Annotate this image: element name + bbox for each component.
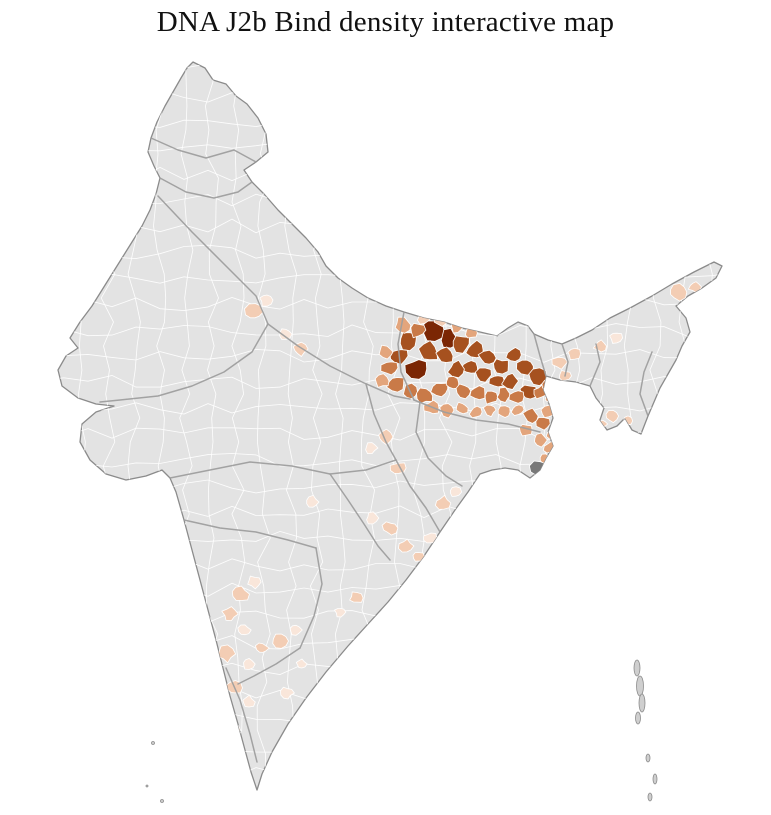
district-cell[interactable] <box>535 416 551 431</box>
district-cell[interactable] <box>446 359 465 379</box>
lakshadweep-islands <box>145 741 164 803</box>
district-cell[interactable] <box>394 316 412 334</box>
district-cell[interactable] <box>306 494 320 508</box>
district-cell[interactable] <box>534 432 548 448</box>
district-cell[interactable] <box>254 642 270 653</box>
district-cell[interactable] <box>605 409 620 424</box>
district-cell[interactable] <box>349 591 364 603</box>
district-cell[interactable] <box>412 552 426 562</box>
state-borders <box>99 137 653 763</box>
state-border-line <box>589 343 601 387</box>
page-title: DNA J2b Bind density interactive map <box>156 6 615 38</box>
district-cell[interactable] <box>333 608 347 618</box>
district-cell[interactable] <box>477 349 497 365</box>
district-cell[interactable] <box>244 303 264 319</box>
district-cell[interactable] <box>497 405 511 418</box>
district-cell[interactable] <box>699 294 712 304</box>
state-border-line <box>169 459 397 479</box>
district-cell[interactable] <box>449 486 463 497</box>
district-cell[interactable] <box>567 347 581 361</box>
district-cell[interactable] <box>374 373 390 388</box>
district-cell[interactable] <box>242 694 256 708</box>
district-cell[interactable] <box>488 375 505 388</box>
district-cell[interactable] <box>493 358 509 375</box>
district-cell[interactable] <box>247 575 262 590</box>
district-cell[interactable] <box>237 624 252 636</box>
district-cell[interactable] <box>378 344 394 360</box>
district-cell[interactable] <box>365 442 379 455</box>
district-cell[interactable] <box>508 390 525 404</box>
district-cell[interactable] <box>522 407 539 424</box>
district-cell[interactable] <box>416 387 434 404</box>
state-border-line <box>365 383 397 461</box>
state-border-line <box>237 647 301 685</box>
state-border-line <box>267 323 411 400</box>
district-cell[interactable] <box>366 511 380 525</box>
district-cell[interactable] <box>482 404 497 418</box>
district-cell[interactable] <box>243 658 256 670</box>
district-cell[interactable] <box>510 404 525 416</box>
district-cell[interactable] <box>211 693 226 707</box>
district-cell[interactable] <box>418 340 439 361</box>
district-cell[interactable] <box>289 624 303 636</box>
district-cell[interactable] <box>404 359 428 380</box>
district-cell[interactable] <box>670 282 688 302</box>
district-cell[interactable] <box>434 494 452 510</box>
state-border-line <box>159 177 253 199</box>
district-cell[interactable] <box>259 294 274 307</box>
district-cell[interactable] <box>445 375 460 390</box>
district-cell[interactable] <box>501 372 520 390</box>
state-border-line <box>183 519 317 549</box>
state-border-line <box>533 333 547 377</box>
state-border-line <box>561 343 569 377</box>
state-border-line <box>639 351 653 417</box>
district-cell[interactable] <box>381 521 399 536</box>
district-cell[interactable] <box>609 332 624 344</box>
district-cell[interactable] <box>430 382 449 398</box>
state-border-line <box>329 473 391 561</box>
district-cell[interactable] <box>455 383 472 400</box>
district-cell[interactable] <box>452 335 470 354</box>
state-border-line <box>157 195 269 325</box>
state-border-line <box>299 547 323 649</box>
india-outline <box>57 61 723 791</box>
andaman-nicobar-islands <box>633 659 658 802</box>
state-border-line <box>225 667 258 763</box>
district-cell[interactable] <box>435 346 454 363</box>
state-border-line <box>413 399 541 433</box>
district-cell[interactable] <box>272 633 289 649</box>
state-border-line <box>150 137 257 163</box>
district-cell[interactable] <box>295 658 308 669</box>
district-cell[interactable] <box>468 405 483 419</box>
state-border-line <box>395 459 441 533</box>
district-cell[interactable] <box>551 356 569 370</box>
district-cell[interactable] <box>221 606 239 622</box>
district-cell[interactable] <box>410 322 427 339</box>
district-cell[interactable] <box>227 723 241 735</box>
district-cell[interactable] <box>505 347 522 362</box>
district-cell[interactable] <box>439 403 455 419</box>
district-cell[interactable] <box>455 401 469 415</box>
state-border-line <box>99 323 269 403</box>
district-cell[interactable] <box>469 385 486 401</box>
district-cell[interactable] <box>397 538 415 553</box>
district-cell[interactable] <box>380 361 399 376</box>
state-border-line <box>415 401 463 487</box>
district-cell[interactable] <box>231 585 250 601</box>
state-border-line <box>397 311 415 401</box>
district-cell[interactable] <box>474 367 492 383</box>
district-cell[interactable] <box>496 386 512 403</box>
district-cell[interactable] <box>484 390 499 405</box>
district-cell[interactable] <box>280 686 295 700</box>
